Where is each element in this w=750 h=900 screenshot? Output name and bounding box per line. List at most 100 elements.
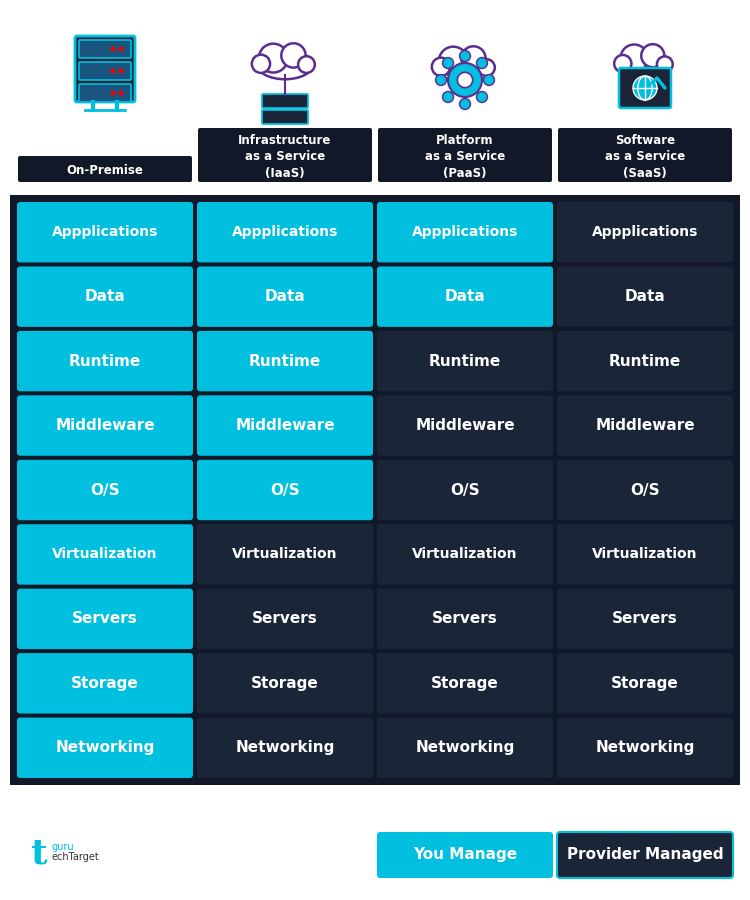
FancyBboxPatch shape [378, 128, 552, 182]
FancyBboxPatch shape [17, 653, 193, 714]
Ellipse shape [257, 50, 313, 79]
Circle shape [118, 68, 124, 74]
FancyBboxPatch shape [558, 128, 732, 182]
Text: Runtime: Runtime [609, 354, 681, 369]
FancyBboxPatch shape [197, 266, 373, 327]
Ellipse shape [620, 51, 670, 78]
FancyBboxPatch shape [377, 832, 553, 878]
FancyBboxPatch shape [557, 460, 733, 520]
Text: O/S: O/S [90, 482, 120, 498]
Circle shape [259, 44, 288, 73]
Circle shape [110, 47, 116, 51]
Text: Networking: Networking [56, 741, 154, 755]
FancyBboxPatch shape [17, 460, 193, 520]
Text: Data: Data [85, 289, 125, 304]
FancyBboxPatch shape [79, 62, 131, 80]
FancyBboxPatch shape [377, 460, 553, 520]
FancyBboxPatch shape [17, 524, 193, 585]
Text: Infrastructure
as a Service
(IaaS): Infrastructure as a Service (IaaS) [238, 134, 332, 179]
Circle shape [460, 98, 470, 110]
Text: Servers: Servers [612, 611, 678, 626]
Text: Storage: Storage [251, 676, 319, 691]
FancyBboxPatch shape [18, 156, 192, 182]
Text: Servers: Servers [432, 611, 498, 626]
FancyBboxPatch shape [17, 266, 193, 327]
Circle shape [478, 59, 495, 76]
FancyBboxPatch shape [17, 331, 193, 392]
FancyBboxPatch shape [262, 94, 308, 108]
Text: Runtime: Runtime [249, 354, 321, 369]
Text: Virtualization: Virtualization [53, 547, 158, 562]
FancyBboxPatch shape [557, 395, 733, 455]
FancyBboxPatch shape [197, 717, 373, 778]
Circle shape [252, 55, 270, 73]
FancyBboxPatch shape [377, 331, 553, 392]
Text: echTarget: echTarget [52, 852, 100, 862]
Text: Appplications: Appplications [232, 225, 338, 239]
FancyBboxPatch shape [557, 331, 733, 392]
FancyBboxPatch shape [557, 524, 733, 585]
FancyBboxPatch shape [17, 589, 193, 649]
Bar [10, 195, 740, 785]
Text: Appplications: Appplications [412, 225, 518, 239]
Text: Middleware: Middleware [596, 418, 694, 433]
Circle shape [484, 75, 494, 86]
Circle shape [110, 91, 116, 95]
Text: Runtime: Runtime [429, 354, 501, 369]
Text: Virtualization: Virtualization [232, 547, 338, 562]
Text: Middleware: Middleware [416, 418, 514, 433]
Circle shape [448, 63, 482, 97]
FancyBboxPatch shape [557, 589, 733, 649]
FancyBboxPatch shape [377, 589, 553, 649]
Text: O/S: O/S [630, 482, 660, 498]
Text: guru: guru [52, 842, 74, 852]
FancyBboxPatch shape [197, 331, 373, 392]
FancyBboxPatch shape [79, 84, 131, 102]
Circle shape [442, 58, 454, 68]
Text: Data: Data [265, 289, 305, 304]
Circle shape [476, 58, 488, 68]
Circle shape [110, 68, 116, 74]
Text: Appplications: Appplications [592, 225, 698, 239]
Text: t: t [30, 836, 46, 870]
FancyBboxPatch shape [557, 717, 733, 778]
Circle shape [432, 58, 450, 76]
Circle shape [620, 44, 648, 72]
FancyBboxPatch shape [377, 524, 553, 585]
Circle shape [439, 47, 468, 76]
FancyBboxPatch shape [377, 717, 553, 778]
FancyBboxPatch shape [197, 524, 373, 585]
Text: Networking: Networking [416, 741, 514, 755]
Text: Runtime: Runtime [69, 354, 141, 369]
FancyBboxPatch shape [17, 202, 193, 263]
Text: Provider Managed: Provider Managed [567, 848, 723, 862]
FancyBboxPatch shape [79, 40, 131, 58]
FancyBboxPatch shape [557, 202, 733, 263]
FancyBboxPatch shape [197, 395, 373, 455]
Text: Storage: Storage [71, 676, 139, 691]
Circle shape [436, 75, 446, 86]
FancyBboxPatch shape [197, 202, 373, 263]
Text: Storage: Storage [611, 676, 679, 691]
Text: Middleware: Middleware [236, 418, 334, 433]
FancyBboxPatch shape [75, 36, 135, 102]
Text: Data: Data [445, 289, 485, 304]
Circle shape [476, 92, 488, 103]
Text: Middleware: Middleware [56, 418, 154, 433]
Circle shape [458, 72, 472, 87]
FancyBboxPatch shape [557, 653, 733, 714]
Text: Networking: Networking [236, 741, 334, 755]
Circle shape [442, 92, 454, 103]
Text: Virtualization: Virtualization [413, 547, 518, 562]
FancyBboxPatch shape [197, 653, 373, 714]
Circle shape [460, 50, 470, 61]
Text: Software
as a Service
(SaaS): Software as a Service (SaaS) [604, 134, 686, 179]
Circle shape [298, 56, 315, 73]
Text: Platform
as a Service
(PaaS): Platform as a Service (PaaS) [424, 134, 506, 179]
Circle shape [281, 43, 305, 68]
Text: Data: Data [625, 289, 665, 304]
Text: Networking: Networking [596, 741, 694, 755]
Circle shape [118, 47, 124, 51]
Text: Virtualization: Virtualization [592, 547, 698, 562]
FancyBboxPatch shape [557, 832, 733, 878]
